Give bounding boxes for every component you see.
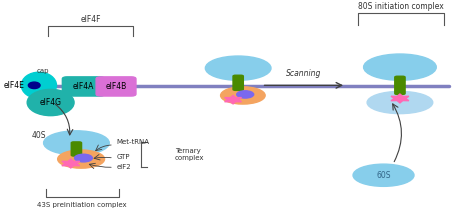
Text: eIF4E: eIF4E — [4, 81, 25, 90]
FancyBboxPatch shape — [63, 77, 105, 96]
Ellipse shape — [367, 91, 433, 114]
Text: GTP: GTP — [116, 154, 130, 160]
Polygon shape — [62, 159, 80, 168]
Text: Ternary
complex: Ternary complex — [175, 148, 204, 161]
Text: 60S: 60S — [376, 171, 391, 180]
Text: 43S preinitiation complex: 43S preinitiation complex — [37, 201, 127, 207]
Ellipse shape — [220, 87, 265, 104]
FancyBboxPatch shape — [71, 142, 82, 156]
Ellipse shape — [74, 154, 92, 162]
Text: eIF4G: eIF4G — [40, 98, 62, 107]
Polygon shape — [391, 94, 409, 103]
Text: cap: cap — [36, 68, 49, 74]
Ellipse shape — [44, 131, 109, 155]
Polygon shape — [225, 95, 242, 104]
FancyBboxPatch shape — [233, 75, 243, 90]
Text: eIF4B: eIF4B — [106, 82, 127, 91]
Text: 40S: 40S — [32, 131, 46, 140]
FancyBboxPatch shape — [395, 76, 405, 94]
Ellipse shape — [237, 91, 254, 98]
Ellipse shape — [28, 82, 40, 89]
Text: Scanning: Scanning — [286, 69, 321, 78]
Text: Met-tRNA: Met-tRNA — [116, 139, 149, 145]
Text: eIF4A: eIF4A — [73, 82, 94, 91]
Ellipse shape — [21, 72, 56, 98]
Ellipse shape — [58, 150, 105, 168]
Ellipse shape — [205, 56, 271, 80]
Text: eIF4F: eIF4F — [80, 15, 101, 24]
Ellipse shape — [364, 54, 436, 80]
Ellipse shape — [27, 89, 74, 116]
Text: 80S initiation complex: 80S initiation complex — [358, 1, 444, 11]
FancyBboxPatch shape — [96, 77, 136, 96]
Ellipse shape — [353, 164, 414, 186]
Text: eIF2: eIF2 — [116, 164, 131, 170]
